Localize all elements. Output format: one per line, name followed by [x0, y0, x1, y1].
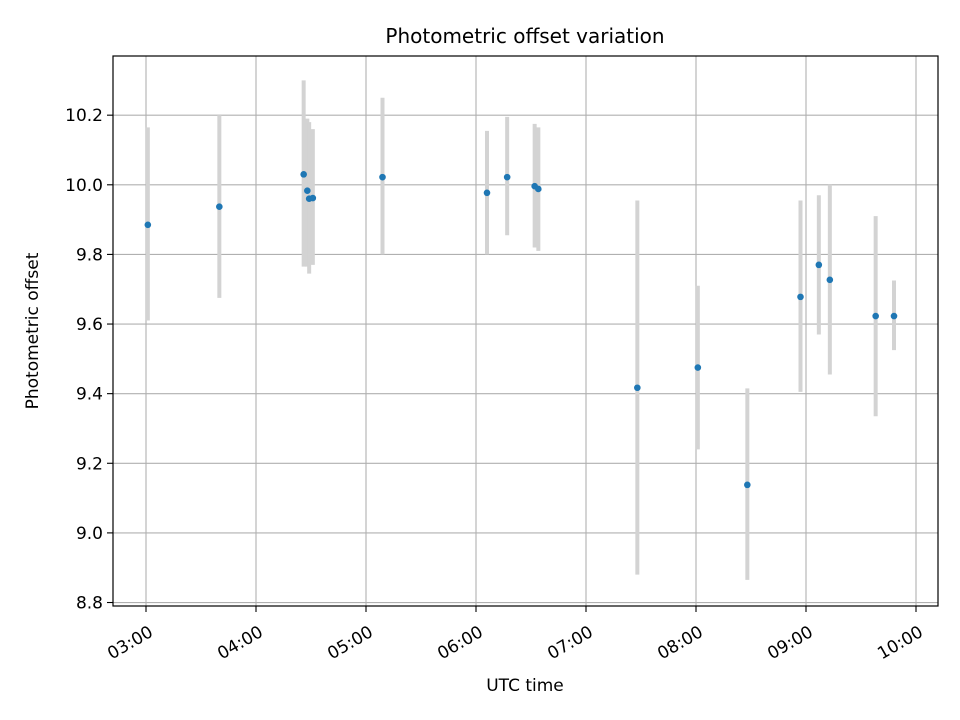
chart-title: Photometric offset variation — [385, 24, 664, 48]
data-point — [300, 171, 307, 178]
data-point — [304, 187, 311, 195]
data-point — [890, 312, 898, 320]
data-point — [309, 194, 317, 202]
y-tick-label: 9.0 — [76, 524, 103, 544]
data-point — [797, 293, 804, 301]
data-point — [744, 481, 751, 489]
data-point — [815, 261, 823, 269]
x-axis-label: UTC time — [486, 676, 564, 696]
y-tick-label: 9.4 — [76, 385, 103, 405]
data-point — [503, 173, 511, 181]
data-points — [144, 171, 898, 489]
data-point — [144, 221, 152, 229]
data-point — [379, 173, 386, 181]
plot-frame — [112, 55, 939, 607]
y-axis-label: Photometric offset — [23, 252, 43, 409]
y-axis: 8.8 9.0 9.2 9.4 9.6 9.8 10.0 10.2 — [65, 106, 113, 614]
data-point — [826, 276, 834, 284]
data-point — [694, 364, 702, 371]
y-tick-label: 9.2 — [76, 454, 103, 474]
data-point — [535, 185, 542, 193]
y-tick-label: 9.8 — [76, 245, 103, 265]
data-point — [634, 384, 641, 392]
y-tick-label: 8.8 — [76, 594, 103, 614]
plot-area — [113, 56, 938, 606]
grid — [113, 56, 938, 606]
data-point — [872, 312, 879, 320]
y-tick-label: 10.2 — [65, 106, 103, 126]
y-tick-label: 10.0 — [65, 176, 103, 196]
y-tick-label: 9.6 — [76, 315, 103, 335]
data-point — [216, 203, 223, 211]
data-point — [483, 189, 491, 197]
